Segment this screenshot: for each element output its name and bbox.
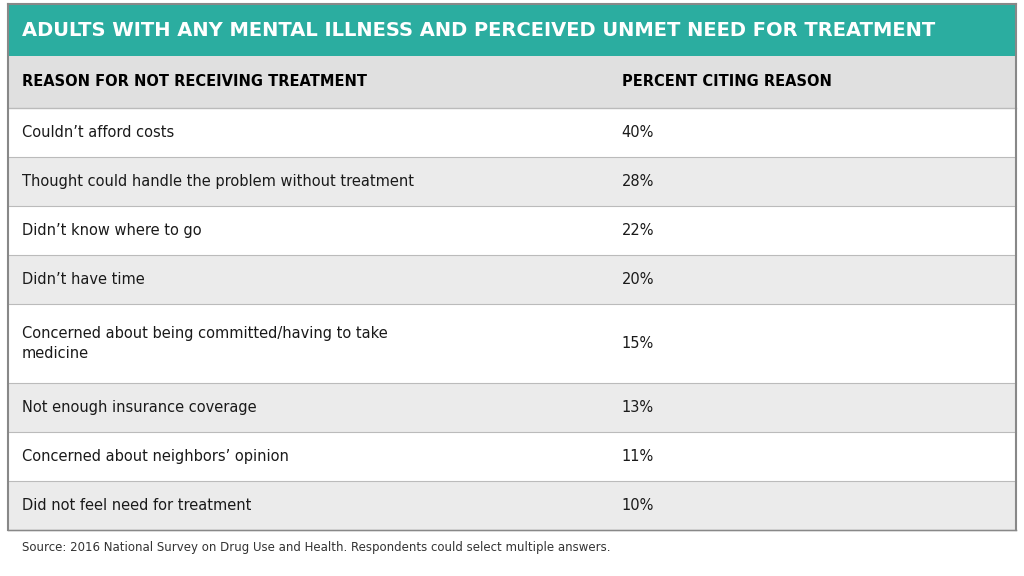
Text: Didn’t have time: Didn’t have time xyxy=(22,272,144,287)
Text: 15%: 15% xyxy=(622,336,654,351)
Text: Concerned about neighbors’ opinion: Concerned about neighbors’ opinion xyxy=(22,449,289,464)
Text: 20%: 20% xyxy=(622,272,654,287)
Text: 22%: 22% xyxy=(622,223,654,238)
Text: Didn’t know where to go: Didn’t know where to go xyxy=(22,223,202,238)
Text: Concerned about being committed/having to take
medicine: Concerned about being committed/having t… xyxy=(22,326,388,361)
Text: 13%: 13% xyxy=(622,400,654,415)
Text: 40%: 40% xyxy=(622,125,654,140)
Text: Source: 2016 National Survey on Drug Use and Health. Respondents could select mu: Source: 2016 National Survey on Drug Use… xyxy=(22,541,610,554)
Text: 28%: 28% xyxy=(622,174,654,189)
Text: REASON FOR NOT RECEIVING TREATMENT: REASON FOR NOT RECEIVING TREATMENT xyxy=(22,74,367,89)
Text: Not enough insurance coverage: Not enough insurance coverage xyxy=(22,400,257,415)
Text: 11%: 11% xyxy=(622,449,654,464)
Text: ADULTS WITH ANY MENTAL ILLNESS AND PERCEIVED UNMET NEED FOR TREATMENT: ADULTS WITH ANY MENTAL ILLNESS AND PERCE… xyxy=(22,21,935,40)
Text: Couldn’t afford costs: Couldn’t afford costs xyxy=(22,125,174,140)
Text: PERCENT CITING REASON: PERCENT CITING REASON xyxy=(622,74,831,89)
Text: 10%: 10% xyxy=(622,498,654,513)
Text: Thought could handle the problem without treatment: Thought could handle the problem without… xyxy=(22,174,414,189)
Text: Did not feel need for treatment: Did not feel need for treatment xyxy=(22,498,251,513)
